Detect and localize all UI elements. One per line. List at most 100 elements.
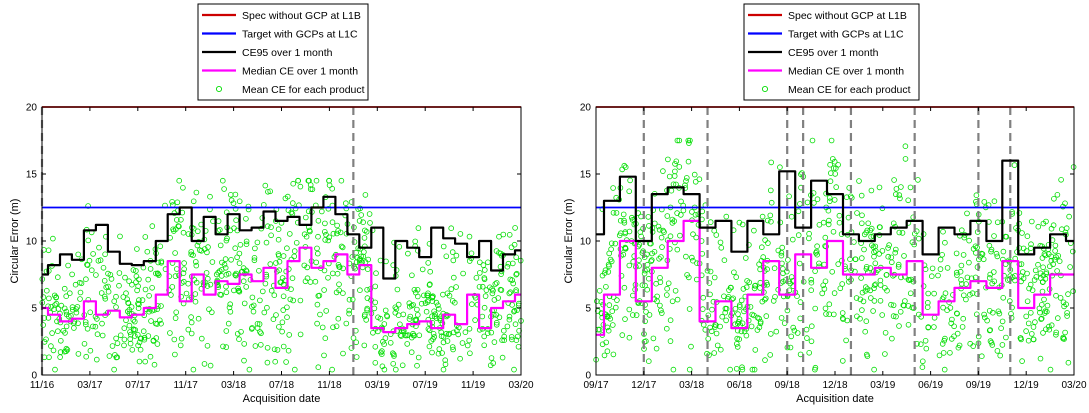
scatter-point	[733, 274, 739, 280]
scatter-point	[473, 274, 480, 281]
scatter-point	[459, 340, 466, 346]
scatter-point	[508, 334, 515, 340]
scatter-point	[314, 245, 320, 252]
scatter-point	[256, 267, 262, 274]
scatter-point	[98, 290, 105, 296]
scatter-point	[109, 343, 116, 349]
x-axis-label: Acquisition date	[243, 393, 321, 405]
scatter-point	[736, 302, 743, 309]
scatter-point	[466, 337, 473, 344]
scatter-point	[1032, 319, 1038, 325]
scatter-point	[146, 292, 152, 299]
scatter-point	[411, 286, 418, 293]
scatter-point	[235, 285, 241, 292]
scatter-point	[892, 191, 899, 198]
scatter-point	[895, 261, 902, 268]
scatter-point	[275, 226, 282, 233]
scatter-point	[767, 352, 773, 358]
scatter-point	[257, 341, 264, 348]
scatter-point	[251, 257, 258, 264]
scatter-point	[339, 244, 346, 251]
scatter-point	[890, 313, 897, 319]
x-tick-label: 07/18	[269, 380, 294, 391]
scatter-point	[892, 249, 898, 256]
scatter-point	[752, 282, 759, 289]
scatter-point	[172, 315, 179, 321]
scatter-point	[808, 323, 815, 330]
scatter-point	[751, 366, 758, 373]
scatter-point	[1040, 264, 1046, 271]
scatter-point	[228, 197, 235, 204]
scatter-point	[65, 262, 71, 269]
scatter-point	[778, 315, 785, 321]
scatter-point	[127, 329, 133, 335]
scatter-point	[126, 306, 133, 313]
scatter-point	[258, 330, 264, 337]
scatter-point	[931, 290, 937, 297]
scatter-point	[830, 165, 837, 172]
scatter-point	[863, 263, 870, 270]
scatter-point	[877, 297, 884, 304]
scatter-point	[734, 335, 740, 342]
scatter-point	[1044, 302, 1051, 309]
scatter-point	[450, 329, 457, 336]
scatter-point	[967, 340, 973, 347]
scatter-point	[315, 233, 321, 240]
scatter-point	[61, 285, 68, 292]
scatter-point	[808, 338, 815, 345]
plot-area	[42, 107, 521, 375]
scatter-point	[293, 240, 300, 246]
scatter-point	[816, 260, 822, 267]
scatter-point	[372, 359, 379, 366]
scatter-point	[1003, 334, 1009, 341]
scatter-point	[711, 274, 718, 281]
scatter-point	[969, 290, 976, 297]
scatter-point	[372, 299, 379, 306]
scatter-point	[759, 213, 766, 220]
scatter-point	[806, 349, 812, 356]
scatter-point	[380, 338, 386, 345]
scatter-point	[816, 222, 823, 228]
scatter-point	[203, 270, 210, 276]
scatter-point	[107, 271, 114, 278]
scatter-point	[986, 327, 993, 334]
scatter-point	[795, 232, 802, 238]
scatter-point	[733, 341, 740, 347]
scatter-point	[788, 333, 794, 340]
scatter-point	[336, 281, 342, 288]
scatter-point	[254, 239, 261, 246]
scatter-point	[663, 325, 670, 332]
scatter-point	[754, 314, 761, 321]
scatter-point	[925, 324, 932, 330]
scatter-point	[493, 280, 500, 286]
scatter-point	[708, 328, 715, 335]
scatter-point	[718, 245, 725, 251]
scatter-point	[274, 347, 281, 353]
scatter-point	[685, 158, 692, 165]
scatter-point	[700, 294, 706, 301]
scatter-point	[496, 314, 503, 321]
scatter-point	[984, 317, 990, 324]
x-tick-label: 07/19	[413, 380, 438, 391]
scatter-point	[997, 352, 1003, 359]
scatter-point	[215, 269, 222, 276]
scatter-point	[507, 289, 514, 296]
scatter-point	[158, 259, 165, 266]
scatter-point	[987, 271, 993, 278]
scatter-point	[467, 350, 473, 357]
scatter-point	[482, 293, 489, 299]
scatter-point	[335, 315, 342, 322]
scatter-point	[622, 245, 628, 252]
scatter-point	[279, 319, 286, 326]
scatter-point	[99, 332, 106, 339]
scatter-point	[626, 262, 633, 269]
scatter-point	[863, 266, 870, 272]
y-tick-label: 15	[26, 170, 38, 181]
scatter-point	[329, 270, 336, 277]
scatter-point	[1033, 274, 1040, 280]
scatter-point	[421, 292, 427, 299]
scatter-point	[958, 277, 964, 283]
scatter-point	[860, 298, 867, 305]
scatter-point	[190, 366, 197, 373]
scatter-point	[963, 281, 969, 287]
